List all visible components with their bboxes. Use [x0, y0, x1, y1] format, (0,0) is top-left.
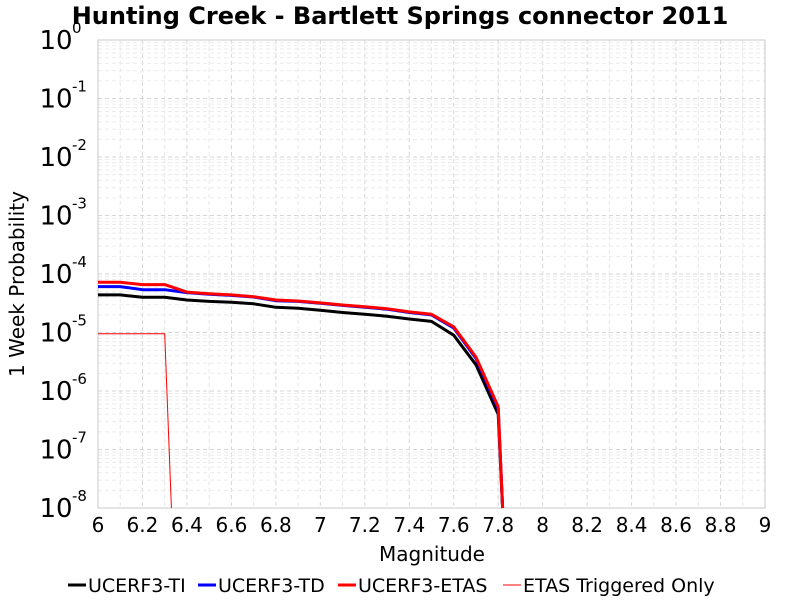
- y-tick-exponent: -6: [72, 370, 87, 388]
- y-tick-exponent: -8: [72, 487, 87, 505]
- x-axis-ticks: 6 6.2 6.4 6.6 6.8 7 7.2 7.4 7.6 7.8 8 8.2 8.4 8.6 8.8 9: [92, 513, 772, 537]
- series-line-3: [98, 333, 172, 509]
- y-tick-exponent: 0: [72, 19, 82, 37]
- x-tick-label: 7.6: [438, 513, 470, 537]
- gridlines: [97, 39, 766, 509]
- x-tick-label: 8: [536, 513, 549, 537]
- y-tick-label: 10: [39, 85, 72, 115]
- x-tick-label: 8.4: [616, 513, 648, 537]
- x-tick-label: 7.2: [349, 513, 381, 537]
- x-tick-label: 8.6: [660, 513, 692, 537]
- x-tick-label: 6.2: [127, 513, 159, 537]
- x-tick-label: 8.2: [571, 513, 603, 537]
- y-tick-exponent: -2: [72, 136, 87, 154]
- y-tick-exponent: -3: [72, 195, 87, 213]
- x-tick-label: 8.8: [705, 513, 737, 537]
- x-tick-label: 6.4: [171, 513, 203, 537]
- x-tick-label: 7.4: [393, 513, 425, 537]
- legend-label: UCERF3-ETAS: [358, 575, 487, 597]
- y-tick-label: 10: [39, 494, 72, 524]
- x-axis-label: Magnitude: [379, 542, 485, 566]
- series-line-0: [98, 293, 505, 509]
- y-tick-label: 10: [39, 143, 72, 173]
- series-lines: [98, 280, 505, 509]
- legend-label: UCERF3-TD: [218, 575, 325, 597]
- y-tick-label: 10: [39, 377, 72, 407]
- y-tick-exponent: -7: [72, 429, 87, 447]
- y-tick-label: 10: [39, 436, 72, 466]
- y-tick-exponent: -1: [72, 78, 87, 96]
- y-tick-exponent: -5: [72, 312, 87, 330]
- legend: UCERF3-TI UCERF3-TD UCERF3-ETAS ETAS Trigge…: [68, 575, 715, 597]
- x-tick-label: 6: [92, 513, 105, 537]
- y-tick-label: 10: [39, 319, 72, 349]
- y-axis-label: 1 Week Probability: [5, 191, 29, 377]
- x-tick-label: 7.8: [482, 513, 514, 537]
- x-tick-label: 6.6: [215, 513, 247, 537]
- y-tick-label: 10: [39, 202, 72, 232]
- x-tick-label: 7: [314, 513, 327, 537]
- y-tick-label: 10: [39, 26, 72, 56]
- y-tick-exponent: -4: [72, 253, 87, 271]
- chart-title: Hunting Creek - Bartlett Springs connect…: [72, 2, 729, 30]
- legend-label: ETAS Triggered Only: [523, 575, 715, 597]
- plot-area: [97, 39, 766, 509]
- x-tick-label: 6.8: [260, 513, 292, 537]
- series-line-2: [98, 280, 505, 509]
- y-tick-label: 10: [39, 260, 72, 290]
- x-tick-label: 9: [759, 513, 772, 537]
- legend-label: UCERF3-TI: [88, 575, 186, 597]
